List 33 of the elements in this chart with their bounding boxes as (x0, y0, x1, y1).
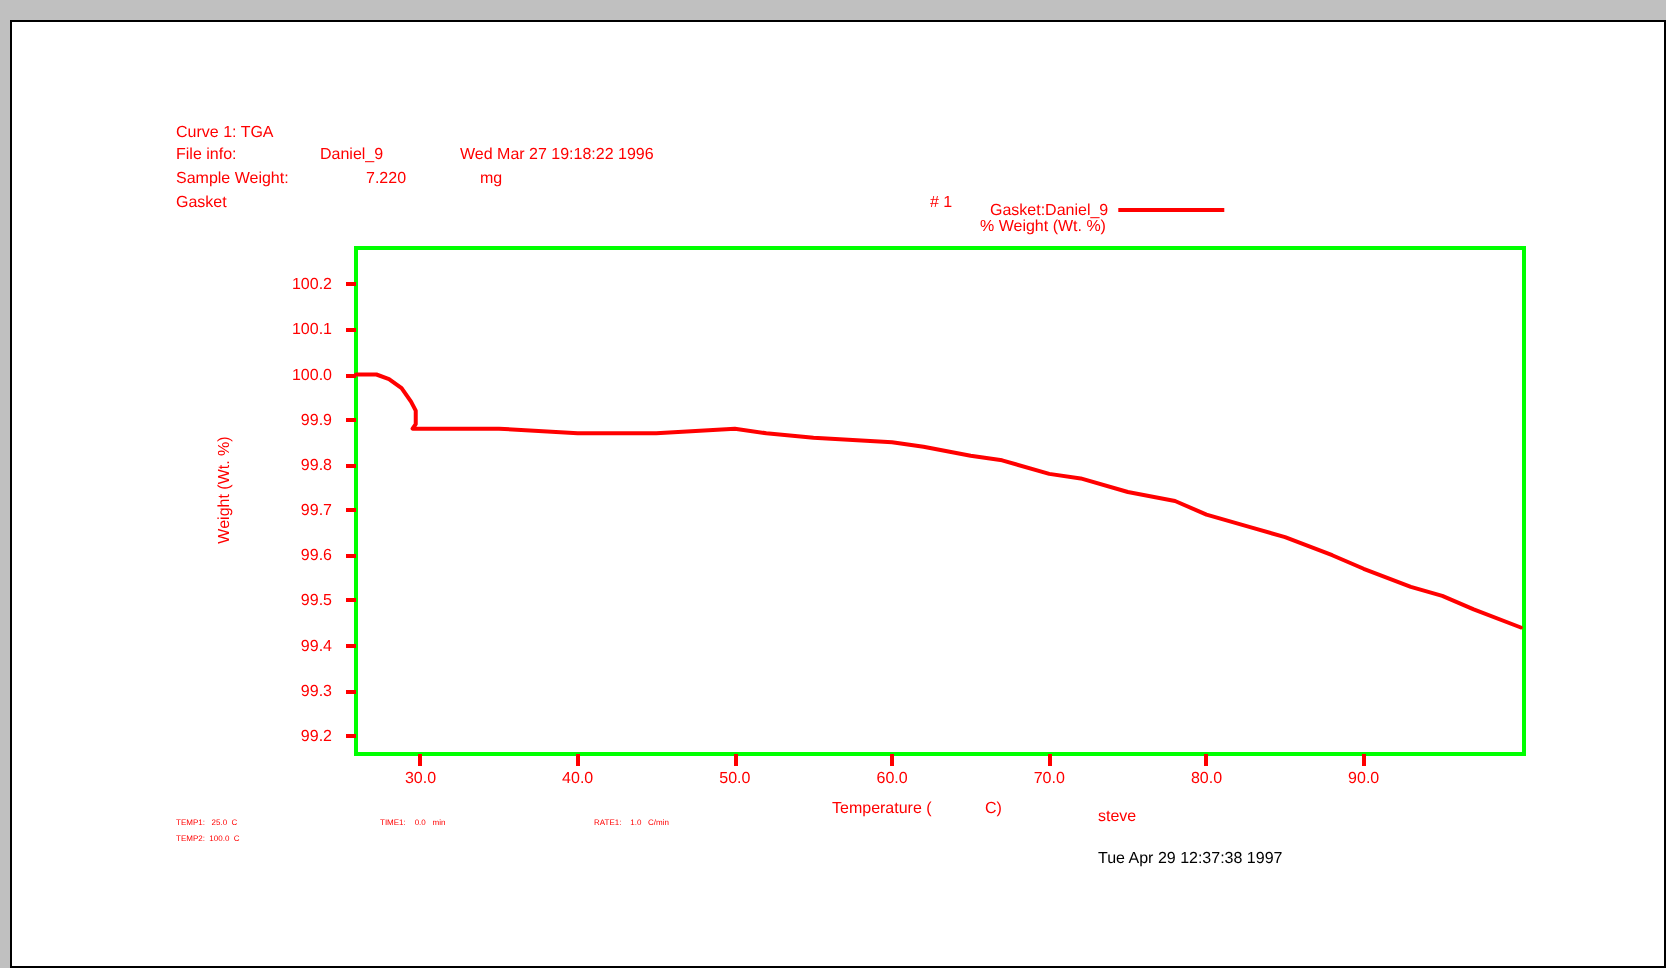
y-tick-label: 99.3 (300, 681, 334, 700)
text: steve (1098, 807, 1138, 825)
text: # 1 (930, 193, 954, 211)
y-tick-label: 100.2 (291, 275, 334, 294)
text: Sample Weight: (176, 169, 289, 187)
y-axis-title: Weight (Wt. %) (215, 435, 233, 544)
text: Curve 1: TGA (176, 123, 275, 141)
y-tick-label: 100.0 (291, 365, 334, 384)
text: Daniel_9 (320, 145, 385, 163)
y-tick-label: 99.2 (300, 726, 334, 745)
x-tick-label: 70.0 (1033, 769, 1066, 787)
x-tick-label: 90.0 (1348, 769, 1381, 787)
text: Gasket:Daniel_9 (989, 201, 1110, 219)
y-tick-label: 99.5 (300, 591, 334, 610)
y-tick-label: 99.9 (300, 410, 334, 429)
y-tick-label: 99.7 (300, 501, 334, 520)
x-axis-title: Temperature ( C) (832, 799, 1003, 817)
x-tick-label: 60.0 (876, 769, 909, 787)
x-tick-label: 40.0 (562, 769, 595, 787)
x-tick-label: 50.0 (719, 769, 752, 787)
y-tick-label: 99.8 (300, 455, 334, 474)
y-tick-label: 99.4 (300, 636, 334, 655)
y-tick-label: 100.1 (291, 320, 334, 339)
x-tick-label: 30.0 (404, 769, 438, 787)
text: 7.220 (366, 169, 408, 187)
text: % Weight (Wt. %) (980, 217, 1107, 235)
y-tick-label: 99.6 (300, 546, 334, 565)
text: Tue Apr 29 12:37:38 1997 (1098, 849, 1284, 867)
text: mg (480, 169, 503, 187)
x-tick-label: 80.0 (1190, 769, 1224, 787)
text: File info: (176, 145, 237, 163)
text: Gasket (176, 193, 229, 211)
text: Wed Mar 27 19:18:22 1996 (460, 145, 655, 163)
